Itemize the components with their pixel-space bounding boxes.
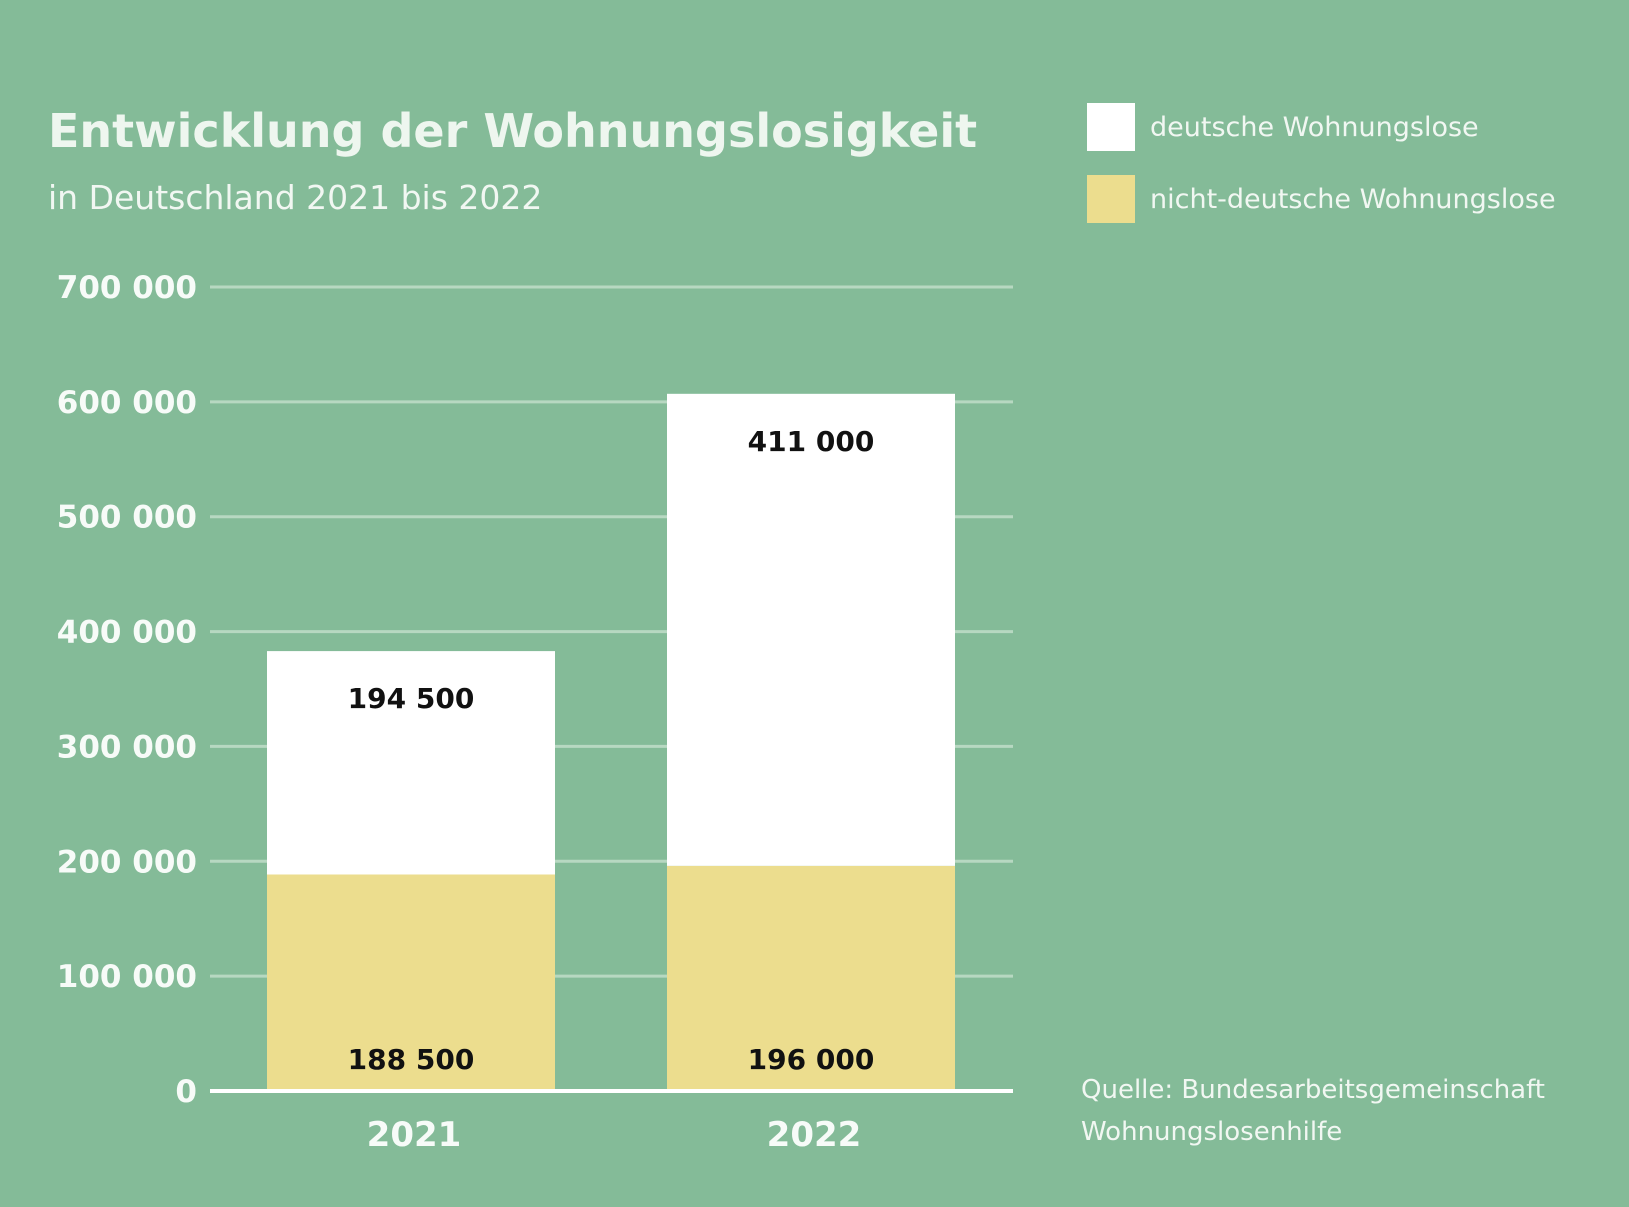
y-tick-label: 100 000 [57,959,197,995]
legend-label-nicht-deutsche: nicht-deutsche Wohnungslose [1150,183,1556,215]
data-label: 196 000 [748,1043,875,1076]
bar-segment [667,393,955,866]
y-tick-label: 0 [175,1074,197,1110]
bar-segment [667,865,955,1091]
y-tick-label: 400 000 [57,615,197,651]
y-tick-label: 300 000 [57,729,197,765]
bar-segment [267,874,555,1091]
y-tick-label: 700 000 [57,270,197,306]
x-tick-label: 2021 [367,1115,462,1155]
legend: deutsche Wohnungslose nicht-deutsche Woh… [1087,103,1556,247]
y-tick-label: 500 000 [57,500,197,536]
chart-title: Entwicklung der Wohnungslosigkeit [48,104,978,158]
source-line-2: Wohnungslosenhilfe [1081,1117,1343,1147]
legend-swatch-deutsche [1087,103,1135,151]
legend-item-deutsche: deutsche Wohnungslose [1087,103,1556,151]
source-line-1: Quelle: Bundesarbeitsgemeinschaft [1081,1075,1546,1105]
legend-item-nicht-deutsche: nicht-deutsche Wohnungslose [1087,175,1556,223]
chart-subtitle: in Deutschland 2021 bis 2022 [48,178,543,217]
source-note: Quelle: Bundesarbeitsgemeinschaft Wohnun… [1081,1069,1545,1153]
legend-swatch-nicht-deutsche [1087,175,1135,223]
data-label: 411 000 [748,425,875,458]
x-tick-label: 2022 [767,1115,862,1155]
y-tick-label: 600 000 [57,385,197,421]
data-label: 194 500 [348,682,475,715]
bar-segment [267,651,555,875]
data-label: 188 500 [348,1043,475,1076]
legend-label-deutsche: deutsche Wohnungslose [1150,111,1479,143]
y-tick-label: 200 000 [57,844,197,880]
